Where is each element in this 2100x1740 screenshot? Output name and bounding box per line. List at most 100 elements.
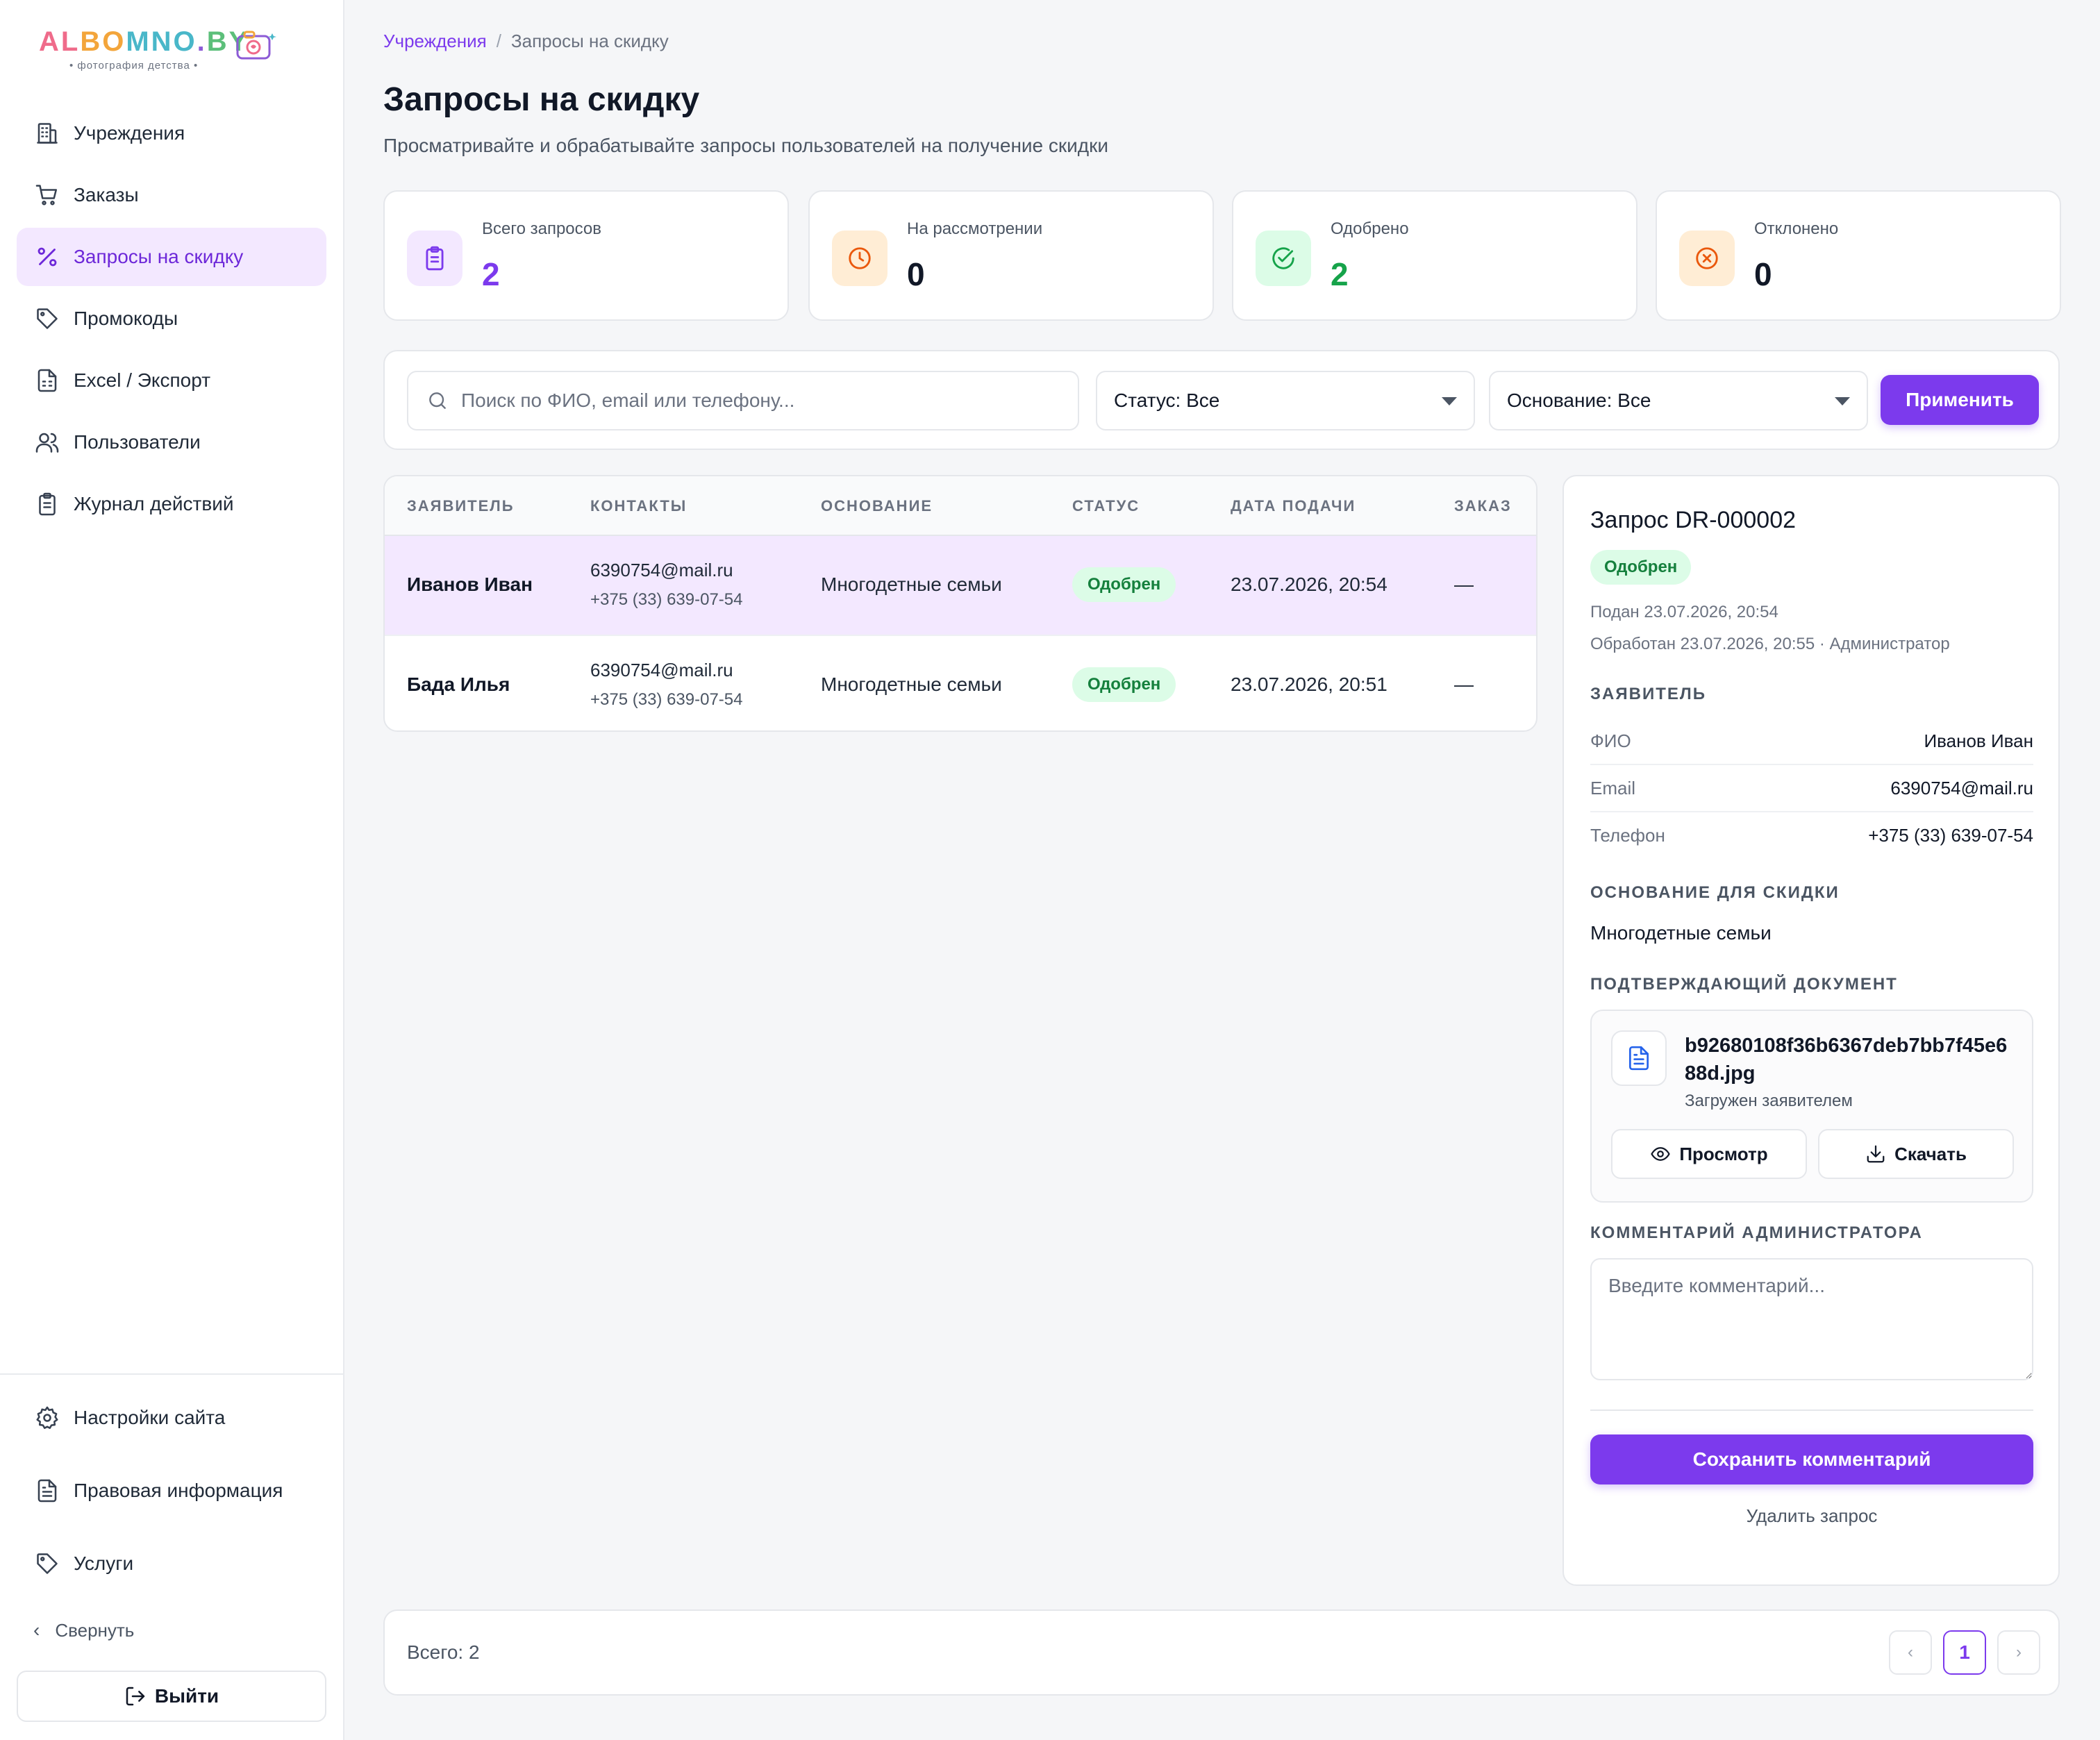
sidebar-item-label: Настройки сайта xyxy=(74,1407,226,1428)
download-icon xyxy=(1867,1145,1885,1163)
stat-label: На рассмотрении xyxy=(907,219,1043,238)
basis-cell: Многодетные семьи xyxy=(821,674,1002,695)
logo-part: BO xyxy=(80,26,126,57)
stat-value: 0 xyxy=(907,256,925,292)
breadcrumb-link-institutions[interactable]: Учреждения xyxy=(383,31,487,51)
spreadsheet-icon xyxy=(33,367,61,394)
tag-icon xyxy=(33,305,61,333)
contact-phone: +375 (33) 639-07-54 xyxy=(590,690,743,709)
detail-field-phone: Телефон +375 (33) 639-07-54 xyxy=(1590,812,2033,860)
search-input[interactable] xyxy=(461,390,1072,412)
users-icon xyxy=(33,428,61,456)
stat-value: 2 xyxy=(482,256,500,292)
collapse-sidebar-button[interactable]: ‹ Свернуть xyxy=(33,1619,134,1641)
logo[interactable]: ALBOMNO.BY • фотография детства • xyxy=(39,26,276,76)
chevron-down-icon xyxy=(1442,397,1457,405)
eye-icon xyxy=(1651,1147,1670,1161)
file-icon xyxy=(1611,1030,1667,1086)
admin-comment-textarea[interactable] xyxy=(1590,1258,2033,1380)
field-value: +375 (33) 639-07-54 xyxy=(1868,825,2033,846)
status-badge: Одобрен xyxy=(1590,550,1692,585)
table-row[interactable]: Бада Илья 6390754@mail.ru +375 (33) 639-… xyxy=(385,635,1536,730)
view-document-button[interactable]: Просмотр xyxy=(1611,1129,1807,1179)
sidebar-item-services[interactable]: Услуги xyxy=(17,1534,326,1593)
sidebar-item-orders[interactable]: Заказы xyxy=(17,166,326,224)
contact-phone: +375 (33) 639-07-54 xyxy=(590,590,743,609)
status-filter-value: Статус: Все xyxy=(1114,390,1220,411)
status-filter-select[interactable]: Статус: Все xyxy=(1096,371,1475,430)
basis-filter-select[interactable]: Основание: Все xyxy=(1489,371,1868,430)
delete-request-button[interactable]: Удалить запрос xyxy=(1746,1505,1878,1526)
field-value: Иванов Иван xyxy=(1924,730,2033,751)
document-heading: ПОДТВЕРЖДАЮЩИЙ ДОКУМЕНТ xyxy=(1590,975,1898,994)
sidebar-item-legal-info[interactable]: Правовая информация xyxy=(17,1462,326,1520)
sidebar-divider xyxy=(0,1373,343,1375)
table-row[interactable]: Иванов Иван 6390754@mail.ru +375 (33) 63… xyxy=(385,536,1536,635)
next-page-button[interactable]: › xyxy=(1997,1630,2040,1675)
order-cell: — xyxy=(1454,674,1474,695)
sidebar-bottom-nav: Настройки сайта Правовая информация Услу… xyxy=(17,1389,326,1607)
stat-card-total: Всего запросов 2 xyxy=(383,190,789,321)
column-header: ДАТА ПОДАЧИ xyxy=(1231,497,1356,515)
logout-icon xyxy=(126,1687,145,1706)
status-badge: Одобрен xyxy=(1072,567,1176,602)
breadcrumb-separator: / xyxy=(496,31,501,51)
stat-label: Отклонено xyxy=(1754,219,1839,238)
breadcrumb: Учреждения / Запросы на скидку xyxy=(383,31,669,52)
page-subtitle: Просматривайте и обрабатывайте запросы п… xyxy=(383,135,1109,156)
sidebar-item-excel-export[interactable]: Excel / Экспорт xyxy=(17,351,326,410)
logout-button[interactable]: Выйти xyxy=(17,1671,326,1722)
save-comment-button[interactable]: Сохранить комментарий xyxy=(1590,1434,2033,1484)
logo-part: . xyxy=(197,26,207,57)
page-title: Запросы на скидку xyxy=(383,81,700,118)
download-document-button[interactable]: Скачать xyxy=(1818,1129,2014,1179)
clipboard-icon xyxy=(33,490,61,518)
document-icon xyxy=(33,1477,61,1505)
stat-value: 0 xyxy=(1754,256,1772,292)
stat-label: Одобрено xyxy=(1331,219,1409,238)
sidebar-item-activity-log[interactable]: Журнал действий xyxy=(17,475,326,533)
sidebar-item-label: Правовая информация xyxy=(74,1480,283,1501)
page-button[interactable]: 1 xyxy=(1943,1630,1986,1675)
date-cell: 23.07.2026, 20:54 xyxy=(1231,574,1388,595)
basis-cell: Многодетные семьи xyxy=(821,574,1002,595)
column-header: ЗАКАЗ xyxy=(1454,497,1512,515)
collapse-label: Свернуть xyxy=(55,1619,135,1641)
sidebar-item-label: Журнал действий xyxy=(74,493,234,515)
logout-label: Выйти xyxy=(154,1685,219,1707)
stat-card-approved: Одобрено 2 xyxy=(1232,190,1638,321)
table-header: ЗАЯВИТЕЛЬ КОНТАКТЫ ОСНОВАНИЕ СТАТУС ДАТА… xyxy=(385,476,1536,536)
date-cell: 23.07.2026, 20:51 xyxy=(1231,674,1388,695)
prev-page-button[interactable]: ‹ xyxy=(1889,1630,1932,1675)
sidebar-item-label: Excel / Экспорт xyxy=(74,369,211,391)
chevron-down-icon xyxy=(1835,397,1850,405)
breadcrumb-current: Запросы на скидку xyxy=(510,31,669,51)
search-icon xyxy=(429,392,446,409)
contact-email: 6390754@mail.ru xyxy=(590,560,733,580)
chevron-left-icon: ‹ xyxy=(33,1619,40,1641)
detail-field-email: Email 6390754@mail.ru xyxy=(1590,765,2033,812)
pagination-bar: Всего: 2 ‹ 1 › xyxy=(383,1609,2060,1696)
status-badge: Одобрен xyxy=(1072,667,1176,702)
sidebar-item-label: Заказы xyxy=(74,184,139,206)
request-detail-panel: Запрос DR-000002 Одобрен Подан 23.07.202… xyxy=(1562,475,2060,1586)
cart-icon xyxy=(33,181,61,209)
sidebar-item-promocodes[interactable]: Промокоды xyxy=(17,290,326,348)
logo-part: BY xyxy=(206,26,250,57)
sidebar-item-users[interactable]: Пользователи xyxy=(17,413,326,471)
apply-filters-button[interactable]: Применить xyxy=(1881,375,2039,425)
logo-subtitle: • фотография детства • xyxy=(69,60,199,72)
search-box[interactable] xyxy=(407,371,1079,430)
total-count: Всего: 2 xyxy=(407,1641,480,1663)
logo-wordmark: ALBOMNO.BY xyxy=(39,26,249,58)
comment-heading: КОММЕНТАРИЙ АДМИНИСТРАТОРА xyxy=(1590,1223,1923,1242)
sidebar-item-discount-requests[interactable]: Запросы на скидку xyxy=(17,228,326,286)
requests-table: ЗАЯВИТЕЛЬ КОНТАКТЫ ОСНОВАНИЕ СТАТУС ДАТА… xyxy=(383,475,1538,732)
sidebar-item-site-settings[interactable]: Настройки сайта xyxy=(17,1389,326,1447)
sidebar-nav: Учреждения Заказы Запросы на скидку Пром… xyxy=(17,104,326,537)
clipboard-icon xyxy=(407,231,462,286)
building-icon xyxy=(33,119,61,147)
x-circle-icon xyxy=(1679,231,1735,286)
stat-card-rejected: Отклонено 0 xyxy=(1656,190,2061,321)
sidebar-item-institutions[interactable]: Учреждения xyxy=(17,104,326,162)
